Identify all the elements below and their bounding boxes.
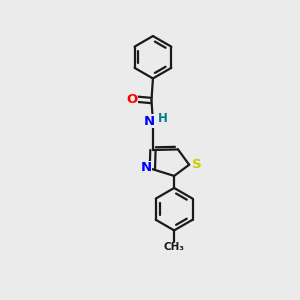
Text: H: H bbox=[158, 112, 167, 125]
Text: O: O bbox=[126, 93, 137, 106]
Text: CH₃: CH₃ bbox=[164, 242, 184, 253]
Text: N: N bbox=[140, 161, 152, 174]
Text: N: N bbox=[144, 115, 155, 128]
Text: S: S bbox=[192, 158, 201, 171]
